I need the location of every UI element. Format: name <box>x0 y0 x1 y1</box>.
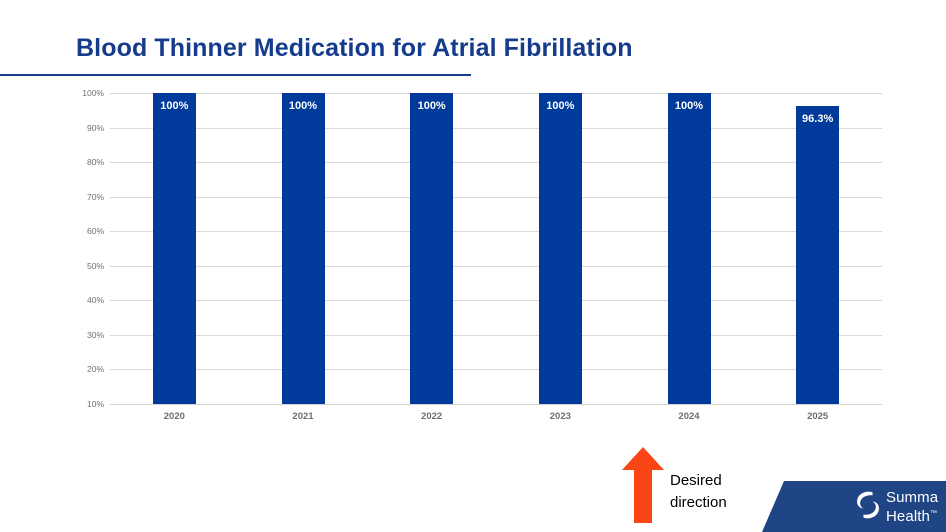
desired-direction-label: Desired direction <box>670 470 727 514</box>
y-axis-tick-label: 40% <box>86 295 104 306</box>
y-axis-tick-label: 60% <box>86 226 104 237</box>
bar-value-label: 100% <box>546 100 575 112</box>
arrow-up-icon <box>622 447 664 523</box>
bar-value-label: 100% <box>160 100 189 112</box>
summa-swoosh-icon <box>855 490 881 525</box>
y-axis-tick-label: 50% <box>86 260 104 271</box>
bar-value-label: 96.3% <box>802 112 834 125</box>
bar <box>667 93 711 404</box>
bar-value-label: 100% <box>288 100 318 112</box>
bar-value-label: 100% <box>417 100 446 112</box>
gridline <box>110 334 882 336</box>
bar <box>796 105 840 404</box>
gridline <box>110 162 882 164</box>
x-axis-category-label: 2021 <box>292 411 314 422</box>
page-title: Blood Thinner Medication for Atrial Fibr… <box>76 34 633 62</box>
logo-line-health: Health <box>886 507 930 525</box>
footer-banner <box>762 481 946 532</box>
y-axis-tick-label: 100% <box>82 88 104 98</box>
bar-chart: 100% 90% 80% 70% 60% 50% 40% 30% 20% 10% 100% 100%… <box>0 85 946 425</box>
summa-health-wordmark: Summa Health™ <box>886 488 939 525</box>
gridline <box>110 127 882 129</box>
y-axis-tick-label: 90% <box>86 122 104 133</box>
title-underline <box>0 74 471 76</box>
y-axis-tick-label: 30% <box>86 329 104 340</box>
desired-direction-line1: Desired <box>670 472 722 489</box>
x-axis-category-label: 2020 <box>163 411 185 422</box>
logo-line-summa: Summa <box>886 488 939 506</box>
gridline <box>110 300 882 302</box>
gridline <box>110 93 882 94</box>
gridline <box>110 196 882 198</box>
bar <box>281 93 325 404</box>
gridline <box>110 231 882 233</box>
x-axis-category-label: 2023 <box>549 411 571 422</box>
bar <box>152 93 196 404</box>
summa-health-logo: Summa Health™ <box>855 488 939 525</box>
logo-trademark: ™ <box>929 509 938 517</box>
y-axis-tick-label: 70% <box>86 191 104 202</box>
gridline <box>110 265 882 267</box>
plot-area: 100% 100% 100% 100% 100% 96.3% <box>110 93 882 405</box>
bar <box>538 93 582 404</box>
y-axis-tick-label: 80% <box>86 157 104 168</box>
y-axis-tick-label: 20% <box>86 364 104 375</box>
desired-direction-line2: direction <box>670 494 727 511</box>
gridline <box>110 369 882 371</box>
bar <box>410 93 454 404</box>
y-axis-tick-label: 10% <box>86 399 104 409</box>
bar-value-label: 100% <box>674 100 704 112</box>
x-axis-category-label: 2024 <box>678 411 700 422</box>
x-axis-category-label: 2022 <box>421 411 443 422</box>
x-axis-category-label: 2025 <box>807 411 829 422</box>
x-axis-line <box>110 404 882 405</box>
y-axis: 100% 90% 80% 70% 60% 50% 40% 30% 20% 10% <box>0 88 104 409</box>
